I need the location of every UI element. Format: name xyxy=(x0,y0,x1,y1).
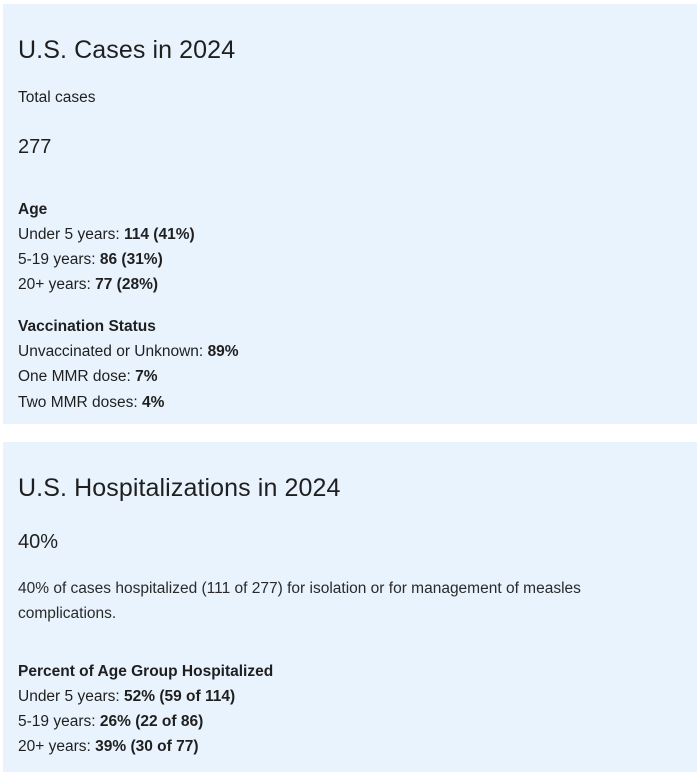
age-row: 5-19 years: 86 (31%) xyxy=(18,251,163,269)
age-group-row-label: 5-19 years: xyxy=(18,713,96,730)
vaccination-row-label: One MMR dose: xyxy=(18,368,131,385)
age-row-label: 5-19 years: xyxy=(18,251,96,268)
age-group-row-value: 26% (22 of 86) xyxy=(99,713,204,730)
age-row: Under 5 years: 114 (41%) xyxy=(18,226,195,244)
vaccination-row-label: Unvaccinated or Unknown: xyxy=(18,343,204,360)
total-cases-label: Total cases xyxy=(18,89,96,106)
hospitalizations-description: 40% of cases hospitalized (111 of 277) f… xyxy=(18,580,581,622)
vaccination-heading: Vaccination Status xyxy=(18,318,156,335)
vaccination-row-value: 4% xyxy=(142,394,165,411)
age-group-row: 20+ years: 39% (30 of 77) xyxy=(18,738,199,756)
age-group-row: Under 5 years: 52% (59 of 114) xyxy=(18,688,235,706)
age-heading: Age xyxy=(18,201,48,218)
vaccination-row: Unvaccinated or Unknown: 89% xyxy=(18,343,239,361)
age-row: 20+ years: 77 (28%) xyxy=(18,276,158,294)
hospitalizations-percent: 40% xyxy=(18,531,59,553)
age-group-row-value: 39% (30 of 77) xyxy=(95,738,199,755)
vaccination-row: One MMR dose: 7% xyxy=(18,368,158,386)
age-group-row-label: 20+ years: xyxy=(18,738,91,755)
age-group-row-value: 52% (59 of 114) xyxy=(123,688,236,705)
cases-card: U.S. Cases in 2024 Total cases 277 Age U… xyxy=(3,4,697,424)
age-group-row: 5-19 years: 26% (22 of 86) xyxy=(18,713,203,731)
hospitalizations-title: U.S. Hospitalizations in 2024 xyxy=(18,474,341,502)
age-row-label: Under 5 years: xyxy=(18,226,120,243)
age-group-row-label: Under 5 years: xyxy=(18,688,120,705)
vaccination-row-label: Two MMR doses: xyxy=(18,394,138,411)
age-row-value: 86 (31%) xyxy=(99,251,163,268)
age-row-value: 77 (28%) xyxy=(95,276,159,293)
cases-title: U.S. Cases in 2024 xyxy=(18,36,236,64)
vaccination-row-value: 7% xyxy=(135,368,158,385)
vaccination-row: Two MMR doses: 4% xyxy=(18,394,164,412)
hospitalizations-card: U.S. Hospitalizations in 2024 40% 40% of… xyxy=(3,442,697,772)
total-cases-value: 277 xyxy=(18,136,52,158)
vaccination-row-value: 89% xyxy=(207,343,239,360)
age-group-hospitalized-heading: Percent of Age Group Hospitalized xyxy=(18,663,274,680)
age-row-value: 114 (41%) xyxy=(123,226,195,243)
age-row-label: 20+ years: xyxy=(18,276,91,293)
